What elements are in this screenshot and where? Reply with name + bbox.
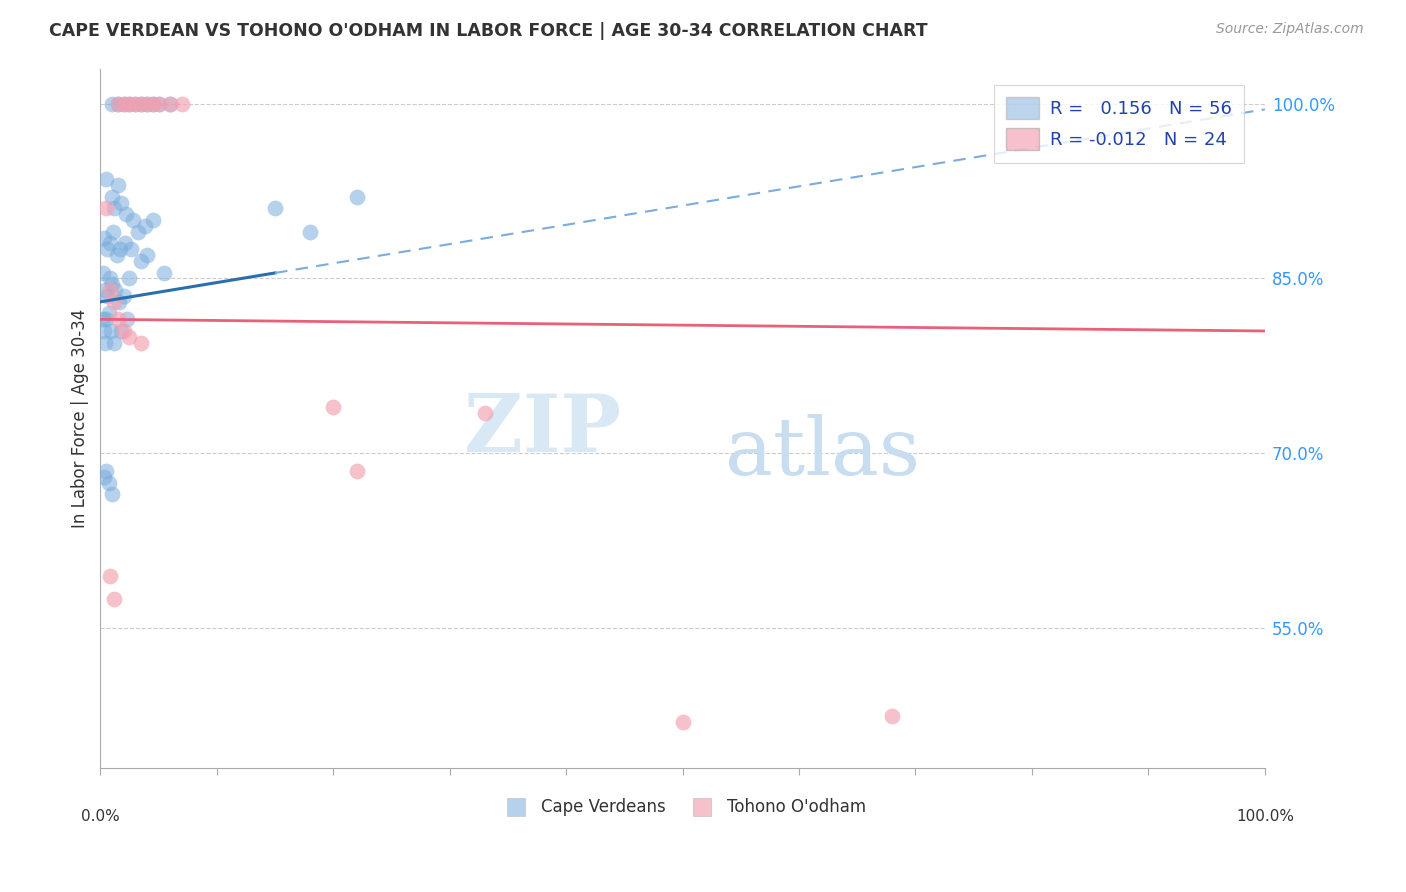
Point bbox=[127, 225, 149, 239]
Point bbox=[142, 213, 165, 227]
Point bbox=[101, 96, 124, 111]
Point bbox=[104, 283, 127, 297]
Point bbox=[142, 96, 165, 111]
Point bbox=[129, 335, 152, 350]
Point bbox=[346, 464, 368, 478]
Point bbox=[346, 190, 368, 204]
Point bbox=[108, 294, 131, 309]
Text: 100.0%: 100.0% bbox=[1236, 809, 1294, 824]
Point bbox=[122, 213, 145, 227]
Point bbox=[118, 96, 141, 111]
Point bbox=[98, 569, 121, 583]
Point bbox=[100, 324, 122, 338]
Point bbox=[118, 330, 141, 344]
Point bbox=[101, 277, 124, 292]
Point bbox=[107, 178, 129, 193]
Point bbox=[93, 470, 115, 484]
Point bbox=[110, 324, 132, 338]
Point bbox=[108, 243, 131, 257]
Point bbox=[129, 96, 152, 111]
Point bbox=[671, 714, 693, 729]
Point bbox=[101, 190, 124, 204]
Point bbox=[98, 271, 121, 285]
Point bbox=[103, 294, 125, 309]
Point bbox=[101, 487, 124, 501]
Text: CAPE VERDEAN VS TOHONO O'ODHAM IN LABOR FORCE | AGE 30-34 CORRELATION CHART: CAPE VERDEAN VS TOHONO O'ODHAM IN LABOR … bbox=[49, 22, 928, 40]
Point bbox=[103, 202, 125, 216]
Point bbox=[98, 283, 121, 297]
Point bbox=[96, 312, 118, 326]
Point bbox=[474, 406, 496, 420]
Point bbox=[107, 96, 129, 111]
Point bbox=[136, 248, 159, 262]
Text: Source: ZipAtlas.com: Source: ZipAtlas.com bbox=[1216, 22, 1364, 37]
Point bbox=[91, 312, 114, 326]
Point bbox=[103, 592, 125, 607]
Point bbox=[107, 312, 129, 326]
Point bbox=[93, 230, 115, 244]
Point bbox=[110, 195, 132, 210]
Point bbox=[298, 225, 321, 239]
Point bbox=[112, 96, 135, 111]
Point bbox=[112, 324, 135, 338]
Point bbox=[96, 202, 118, 216]
Point bbox=[94, 335, 117, 350]
Point bbox=[136, 96, 159, 111]
Point bbox=[124, 96, 146, 111]
Point bbox=[322, 400, 344, 414]
Point bbox=[91, 266, 114, 280]
Point bbox=[97, 306, 120, 320]
Point bbox=[120, 243, 142, 257]
Point bbox=[136, 96, 159, 111]
Legend: Cape Verdeans, Tohono O'odham: Cape Verdeans, Tohono O'odham bbox=[492, 792, 873, 823]
Point bbox=[115, 207, 138, 221]
Point bbox=[105, 248, 128, 262]
Point bbox=[112, 96, 135, 111]
Point bbox=[159, 96, 181, 111]
Point bbox=[129, 254, 152, 268]
Point bbox=[118, 96, 141, 111]
Point bbox=[264, 202, 287, 216]
Point bbox=[93, 324, 115, 338]
Point bbox=[101, 225, 124, 239]
Point bbox=[118, 271, 141, 285]
Point bbox=[114, 236, 136, 251]
Point bbox=[170, 96, 193, 111]
Point bbox=[124, 96, 146, 111]
Text: atlas: atlas bbox=[724, 415, 920, 492]
Point bbox=[94, 283, 117, 297]
Point bbox=[148, 96, 170, 111]
Text: ZIP: ZIP bbox=[464, 391, 621, 469]
Text: 0.0%: 0.0% bbox=[82, 809, 120, 824]
Point bbox=[159, 96, 181, 111]
Point bbox=[882, 709, 904, 723]
Y-axis label: In Labor Force | Age 30-34: In Labor Force | Age 30-34 bbox=[72, 309, 89, 528]
Point bbox=[112, 289, 135, 303]
Point bbox=[129, 96, 152, 111]
Point bbox=[148, 96, 170, 111]
Point bbox=[134, 219, 156, 233]
Point bbox=[96, 289, 118, 303]
Point bbox=[103, 335, 125, 350]
Point bbox=[96, 464, 118, 478]
Point bbox=[115, 312, 138, 326]
Point bbox=[96, 243, 118, 257]
Point bbox=[98, 236, 121, 251]
Point bbox=[97, 475, 120, 490]
Point bbox=[107, 96, 129, 111]
Point bbox=[96, 172, 118, 186]
Point bbox=[142, 96, 165, 111]
Point bbox=[153, 266, 176, 280]
